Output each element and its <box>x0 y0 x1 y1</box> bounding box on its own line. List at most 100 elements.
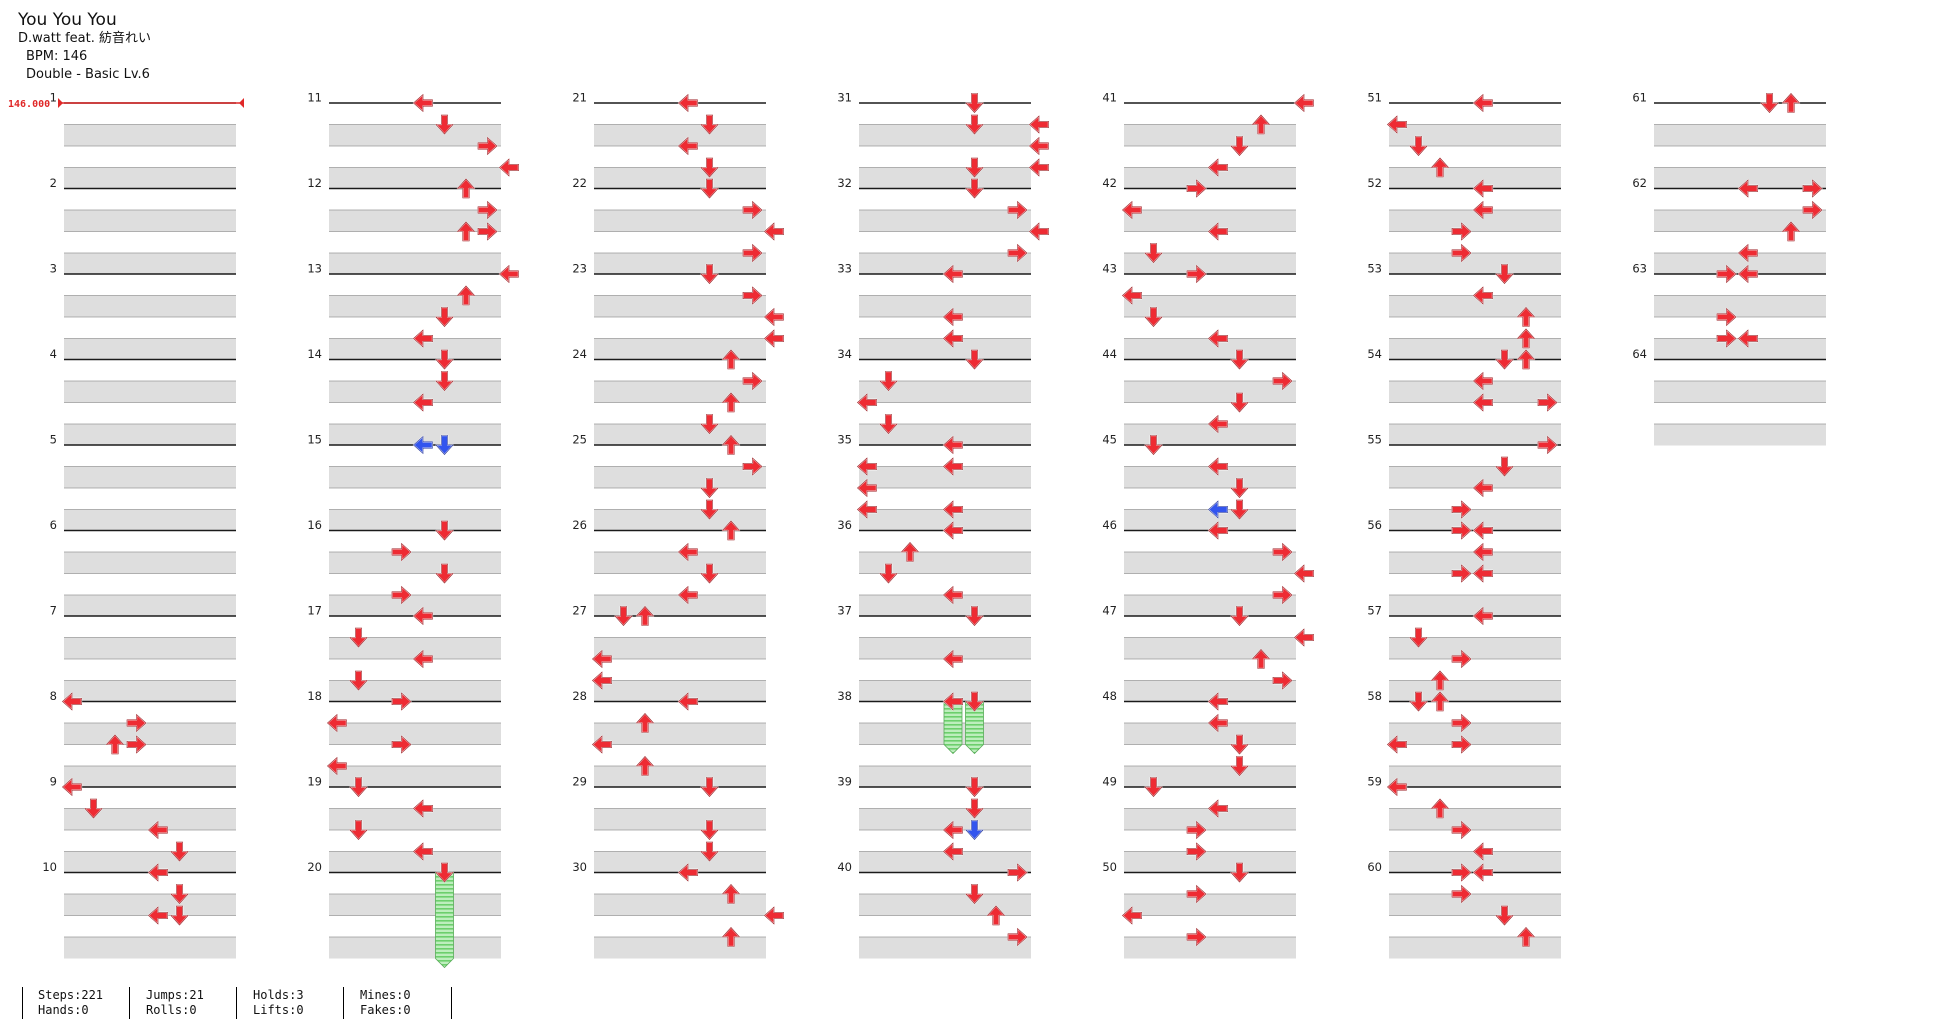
arrow-outline <box>635 713 655 733</box>
arrow-outline <box>965 178 984 199</box>
arrow-outline <box>635 606 655 626</box>
arrow-outline <box>943 842 963 861</box>
measure-22: 22 <box>572 176 766 275</box>
arrow-left-icon <box>1028 136 1050 156</box>
arrow-outline <box>413 329 433 348</box>
arrow-outline <box>1430 157 1450 178</box>
arrow-outline <box>1473 564 1493 583</box>
arrow-left-icon <box>326 756 348 776</box>
measure-23: 23 <box>572 262 766 360</box>
arrow-left-icon <box>412 435 434 455</box>
beat-band <box>1389 381 1561 403</box>
beat-band <box>1124 295 1296 317</box>
measure-57: 57 <box>1367 604 1561 702</box>
measure-53: 53 <box>1367 262 1561 360</box>
arrow-outline <box>700 820 719 840</box>
beat-band <box>64 766 236 788</box>
arrow-outline <box>857 457 877 476</box>
beat-band <box>859 937 1031 959</box>
arrow-down-icon <box>1230 862 1249 883</box>
arrow-down-icon <box>435 862 454 883</box>
arrow-outline <box>435 435 454 455</box>
arrow-left-icon <box>942 585 964 605</box>
beat-band <box>859 124 1031 146</box>
arrow-left-icon <box>1386 735 1408 754</box>
arrow-outline <box>742 371 763 391</box>
arrow-down-icon <box>965 883 984 905</box>
measure-number: 14 <box>307 347 322 361</box>
arrow-outline <box>700 841 719 862</box>
arrow-outline <box>764 329 784 348</box>
measure-number: 41 <box>1102 91 1117 105</box>
arrow-outline <box>1251 649 1271 669</box>
arrow-down-icon <box>349 819 368 841</box>
arrow-left-icon <box>1207 457 1229 476</box>
arrow-right-icon <box>1537 393 1558 412</box>
beat-band <box>64 381 236 403</box>
arrow-left-icon <box>1028 158 1050 177</box>
beat-band <box>859 595 1031 617</box>
arrow-left-icon <box>1121 906 1143 925</box>
arrow-outline <box>1230 756 1249 776</box>
arrow-right-icon <box>126 735 147 754</box>
arrow-right-icon <box>742 200 763 220</box>
arrow-outline <box>700 414 719 434</box>
measure-number: 34 <box>837 347 852 361</box>
beat-band <box>64 295 236 317</box>
arrow-outline <box>349 820 368 840</box>
arrow-outline <box>435 563 454 584</box>
beat-band <box>1124 552 1296 574</box>
beat-band <box>1124 637 1296 659</box>
arrow-outline <box>1230 478 1249 498</box>
arrow-outline <box>943 820 963 840</box>
measure-number: 21 <box>572 91 587 105</box>
arrow-outline <box>592 671 612 690</box>
measure-number: 6 <box>50 518 57 532</box>
beat-band <box>594 338 766 360</box>
arrow-outline <box>1029 158 1049 177</box>
arrow-outline <box>678 136 698 156</box>
measure-25: 25 <box>572 433 766 531</box>
arrow-outline <box>477 200 498 220</box>
arrow-left-icon <box>942 457 964 476</box>
arrow-outline <box>678 93 698 113</box>
measure-17: 17 <box>307 604 501 702</box>
measure-number: 32 <box>837 176 852 190</box>
arrow-outline <box>62 777 82 797</box>
arrow-left-icon <box>1207 692 1229 711</box>
arrow-left-icon <box>1472 179 1494 198</box>
arrow-left-icon <box>1293 564 1315 583</box>
stat-hands: Hands:0 <box>38 1003 89 1017</box>
arrow-down-icon <box>349 776 368 798</box>
arrow-outline <box>1495 349 1514 370</box>
arrow-outline <box>1802 200 1823 220</box>
arrow-outline <box>965 798 984 819</box>
arrow-outline <box>391 542 412 562</box>
beat-band <box>329 167 501 189</box>
arrow-left-icon <box>412 606 434 626</box>
beat-band <box>859 424 1031 446</box>
arrow-outline <box>1029 136 1049 156</box>
arrow-outline <box>1186 927 1207 947</box>
arrow-down-icon <box>1144 434 1163 456</box>
arrow-outline <box>1451 222 1472 241</box>
arrow-left-icon <box>591 735 613 754</box>
arrow-left-icon <box>1737 264 1759 284</box>
arrow-outline <box>1760 93 1779 113</box>
beat-band <box>1389 552 1561 574</box>
arrow-left-icon <box>942 329 964 348</box>
measure-number: 50 <box>1102 860 1117 874</box>
beat-band <box>1654 381 1826 403</box>
arrow-outline <box>879 414 898 434</box>
measure-number: 2 <box>50 176 57 190</box>
arrow-outline <box>764 906 784 925</box>
arrow-outline <box>170 841 189 862</box>
beat-band <box>1124 253 1296 275</box>
arrow-outline <box>1230 606 1249 626</box>
beat-band <box>329 466 501 488</box>
arrow-down-icon <box>879 413 898 435</box>
measure-number: 37 <box>837 604 852 618</box>
arrow-outline <box>943 692 963 711</box>
measure-50: 50 <box>1102 860 1296 959</box>
